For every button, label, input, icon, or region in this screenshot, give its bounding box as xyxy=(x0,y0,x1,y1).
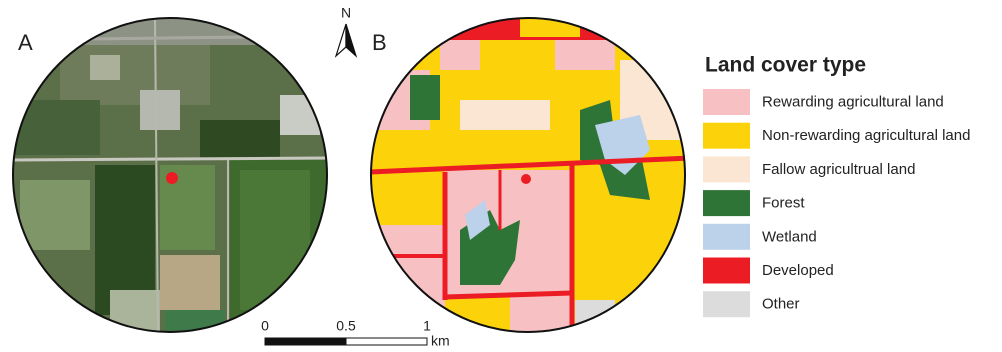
panel-label: A xyxy=(18,30,33,55)
land-cover-patch xyxy=(410,75,440,120)
scale-tick-label: 1 xyxy=(423,318,431,334)
legend-swatch xyxy=(703,291,750,317)
legend-label: Other xyxy=(762,296,800,313)
legend-swatch xyxy=(703,190,750,216)
panel-label: B xyxy=(372,30,387,55)
legend-swatch xyxy=(703,89,750,115)
legend-label: Fallow agricultrual land xyxy=(762,161,915,178)
legend-swatch xyxy=(703,123,750,149)
site-marker xyxy=(521,174,531,184)
scale-bar xyxy=(265,338,346,345)
legend-title: Land cover type xyxy=(705,54,866,77)
land-cover-patch xyxy=(370,225,445,335)
legend-label: Wetland xyxy=(762,228,817,245)
legend-swatch xyxy=(703,156,750,182)
north-arrow xyxy=(346,24,356,56)
legend-swatch xyxy=(703,224,750,250)
legend: Land cover type Rewarding agricultural l… xyxy=(703,54,970,318)
land-cover-patch xyxy=(460,100,550,130)
scale-tick-label: 0.5 xyxy=(336,318,356,334)
site-marker xyxy=(166,172,178,184)
north-arrow xyxy=(336,24,346,56)
scale-tick-label: 0 xyxy=(261,318,269,334)
scale-unit: km xyxy=(431,333,450,349)
figure: A B N 0 0.5 1 km Land cover type Rewardi… xyxy=(0,0,1002,352)
legend-label: Rewarding agricultural land xyxy=(762,93,944,110)
legend-label: Non-rewarding agricultural land xyxy=(762,127,970,144)
north-label: N xyxy=(341,5,351,21)
land-cover-patch xyxy=(440,40,480,70)
legend-swatch xyxy=(703,258,750,284)
legend-label: Forest xyxy=(762,195,805,212)
legend-label: Developed xyxy=(762,262,834,279)
scale-bar xyxy=(346,338,427,345)
